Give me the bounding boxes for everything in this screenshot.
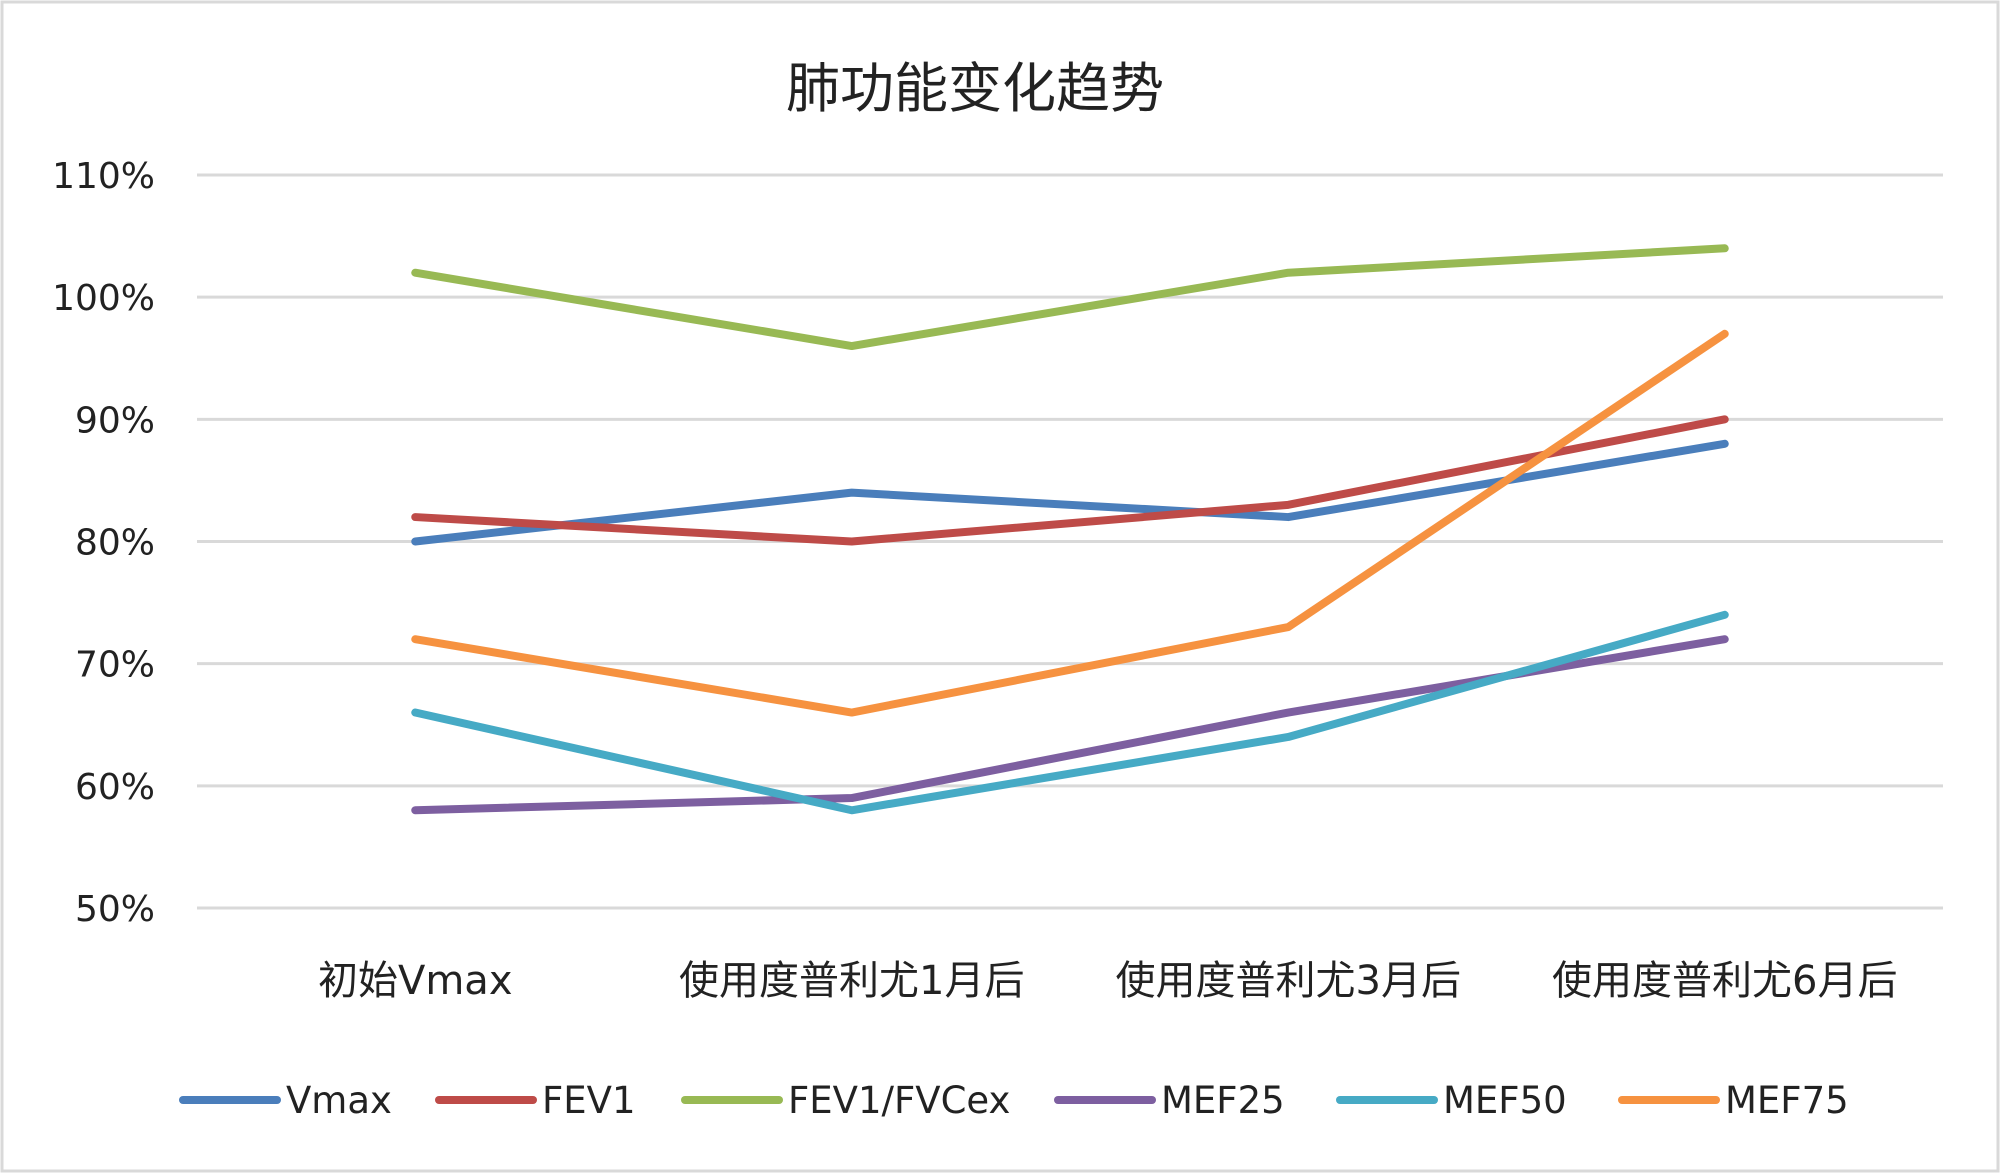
gridlines: [197, 173, 1943, 910]
x-category-label: 使用度普利尤1月后: [679, 958, 1024, 1004]
y-tick-label: 60%: [75, 767, 155, 808]
legend-label: Vmax: [286, 1079, 392, 1122]
legend-label: FEV1: [542, 1079, 636, 1122]
legend-label: MEF50: [1443, 1079, 1567, 1122]
x-category-label: 初始Vmax: [318, 958, 513, 1004]
series-line-mef50: [411, 610, 1729, 815]
legend-label: FEV1/FVCex: [788, 1079, 1010, 1122]
x-axis-category-labels: 初始Vmax 使用度普利尤1月后 使用度普利尤3月后 使用度普利尤6月后: [318, 958, 1897, 1004]
y-tick-label: 110%: [52, 156, 155, 197]
y-axis-tick-labels: 50% 60% 70% 80% 90% 100% 110%: [52, 156, 155, 930]
series-line-fev1-fvcex: [411, 244, 1729, 351]
y-tick-label: 70%: [75, 645, 155, 686]
y-tick-label: 80%: [75, 523, 155, 564]
y-tick-label: 100%: [52, 278, 155, 319]
legend-label: MEF75: [1725, 1079, 1849, 1122]
y-tick-label: 90%: [75, 400, 155, 441]
series-line-fev1: [411, 415, 1729, 546]
chart-title: 肺功能变化趋势: [786, 57, 1164, 120]
x-category-label: 使用度普利尤3月后: [1116, 958, 1461, 1004]
series-lines: [411, 244, 1729, 815]
legend: Vmax FEV1 FEV1/FVCex MEF25 MEF50 MEF75: [179, 1079, 1849, 1122]
series-line-mef75: [411, 329, 1729, 717]
legend-label: MEF25: [1161, 1079, 1285, 1122]
y-tick-label: 50%: [75, 889, 155, 930]
x-category-label: 使用度普利尤6月后: [1552, 958, 1897, 1004]
